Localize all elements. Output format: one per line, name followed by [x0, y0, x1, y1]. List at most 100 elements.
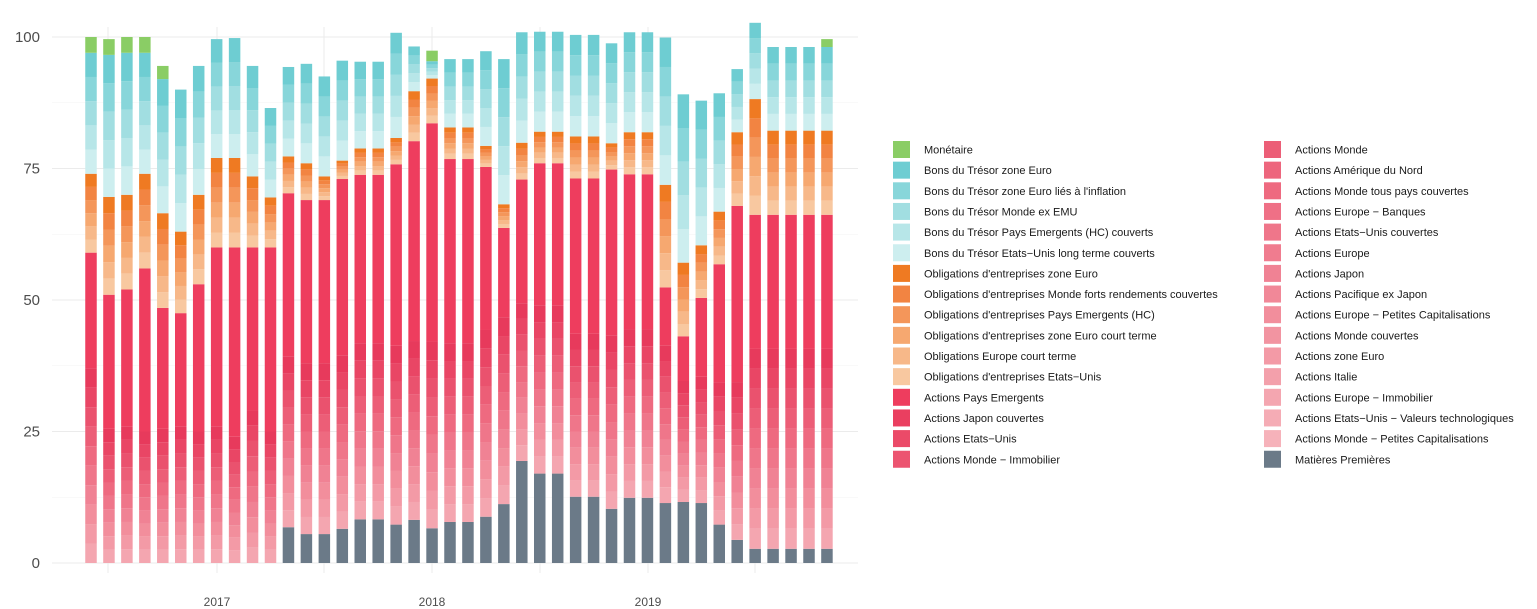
bar-segment: [336, 355, 349, 373]
bar-segment: [246, 425, 259, 441]
bar-segment: [641, 160, 654, 168]
bar-segment: [444, 100, 456, 114]
bar-segment: [462, 137, 474, 144]
bar-segment: [408, 376, 420, 395]
bar-segment: [372, 96, 384, 114]
bar-segment: [121, 194, 133, 211]
bar-segment: [623, 430, 636, 448]
bar-segment: [318, 516, 331, 535]
bar-segment: [121, 242, 133, 258]
bar-segment: [749, 488, 761, 509]
bar-segment: [282, 84, 295, 103]
bar-segment: [228, 499, 241, 513]
bar-segment: [785, 348, 797, 369]
bar-segment: [498, 448, 510, 467]
bar-segment: [282, 441, 295, 459]
bar-segment: [569, 75, 582, 96]
bar-segment: [480, 367, 492, 387]
bar-segment: [551, 147, 564, 153]
bar-segment: [192, 91, 205, 118]
bar-segment: [444, 521, 456, 563]
bar-segment: [390, 32, 402, 54]
bar-segment: [641, 396, 654, 414]
legend-swatch: [893, 430, 910, 448]
bar-segment: [210, 134, 223, 158]
bar-segment: [462, 113, 474, 128]
bar-segment: [103, 140, 115, 169]
bar-segment: [300, 143, 313, 164]
legend-label: Bons du Trésor Etats−Unis long terme cou…: [924, 248, 1155, 260]
bar-segment: [821, 528, 833, 549]
bar-segment: [623, 139, 636, 147]
bar-segment: [246, 176, 259, 189]
bar-segment: [551, 152, 564, 158]
bar-segment: [587, 333, 600, 350]
bar-segment: [426, 378, 438, 398]
bar-segment: [264, 230, 277, 240]
legend-label: Actions Amérique du Nord: [1295, 165, 1423, 177]
bar-segment: [605, 422, 618, 440]
bar-segment: [139, 549, 151, 563]
legend-swatch: [1264, 161, 1281, 179]
bar-segment: [623, 167, 636, 175]
bar-segment: [300, 123, 313, 144]
bar-segment: [767, 172, 779, 187]
bar-segment: [498, 466, 510, 486]
bar-segment: [695, 187, 708, 217]
bar-segment: [264, 431, 277, 445]
bar-segment: [551, 406, 564, 424]
bar-segment: [659, 487, 672, 504]
bar-segment: [569, 431, 582, 448]
bar-segment: [246, 200, 259, 212]
bar-segment: [534, 372, 546, 390]
bar-segment: [551, 71, 564, 92]
bar-segment: [318, 176, 331, 181]
bar-segment: [210, 535, 223, 550]
bar-segment: [408, 358, 420, 377]
bar-segment: [534, 355, 546, 373]
bar-segment: [210, 521, 223, 536]
bar-segment: [444, 504, 456, 522]
legend-swatch: [1264, 347, 1281, 365]
bar-segment: [785, 214, 797, 349]
bar-segment: [498, 216, 510, 221]
bar-segment: [713, 510, 725, 525]
bar-segment: [731, 169, 743, 182]
bar-segment: [228, 187, 241, 203]
bar-segment: [498, 410, 510, 430]
bar-segment: [659, 376, 672, 393]
bar-segment: [516, 366, 528, 383]
bar-segment: [408, 73, 420, 83]
bar-segment: [821, 488, 833, 509]
bar-segment: [264, 161, 277, 180]
bar-segment: [677, 453, 690, 466]
legend-label: Bons du Trésor zone Euro: [924, 165, 1052, 177]
legend-swatch: [893, 388, 910, 406]
bar-segment: [282, 390, 295, 408]
bar-segment: [336, 407, 349, 425]
bar-segment: [695, 414, 708, 428]
bar-segment: [749, 348, 761, 369]
bar-segment: [731, 144, 743, 157]
bar-segment: [264, 247, 277, 432]
bar-segment: [767, 488, 779, 509]
bar-segment: [569, 143, 582, 151]
bar-segment: [228, 232, 241, 248]
bar-segment: [605, 103, 618, 124]
bar-segment: [246, 501, 259, 518]
bar-segment: [480, 348, 492, 368]
bar-segment: [534, 338, 546, 356]
bar-segment: [426, 86, 438, 94]
bar-segment: [246, 65, 259, 89]
bar-segment: [246, 517, 259, 533]
bar-segment: [85, 125, 97, 150]
bar-segment: [462, 143, 474, 149]
bar-segment: [300, 499, 313, 517]
bar-segment: [103, 111, 115, 141]
bar-segment: [354, 174, 366, 344]
bar-segment: [480, 108, 492, 127]
bar-segment: [300, 482, 313, 500]
bar-segment: [767, 528, 779, 549]
bar-segment: [354, 466, 366, 485]
bar-segment: [390, 74, 402, 96]
